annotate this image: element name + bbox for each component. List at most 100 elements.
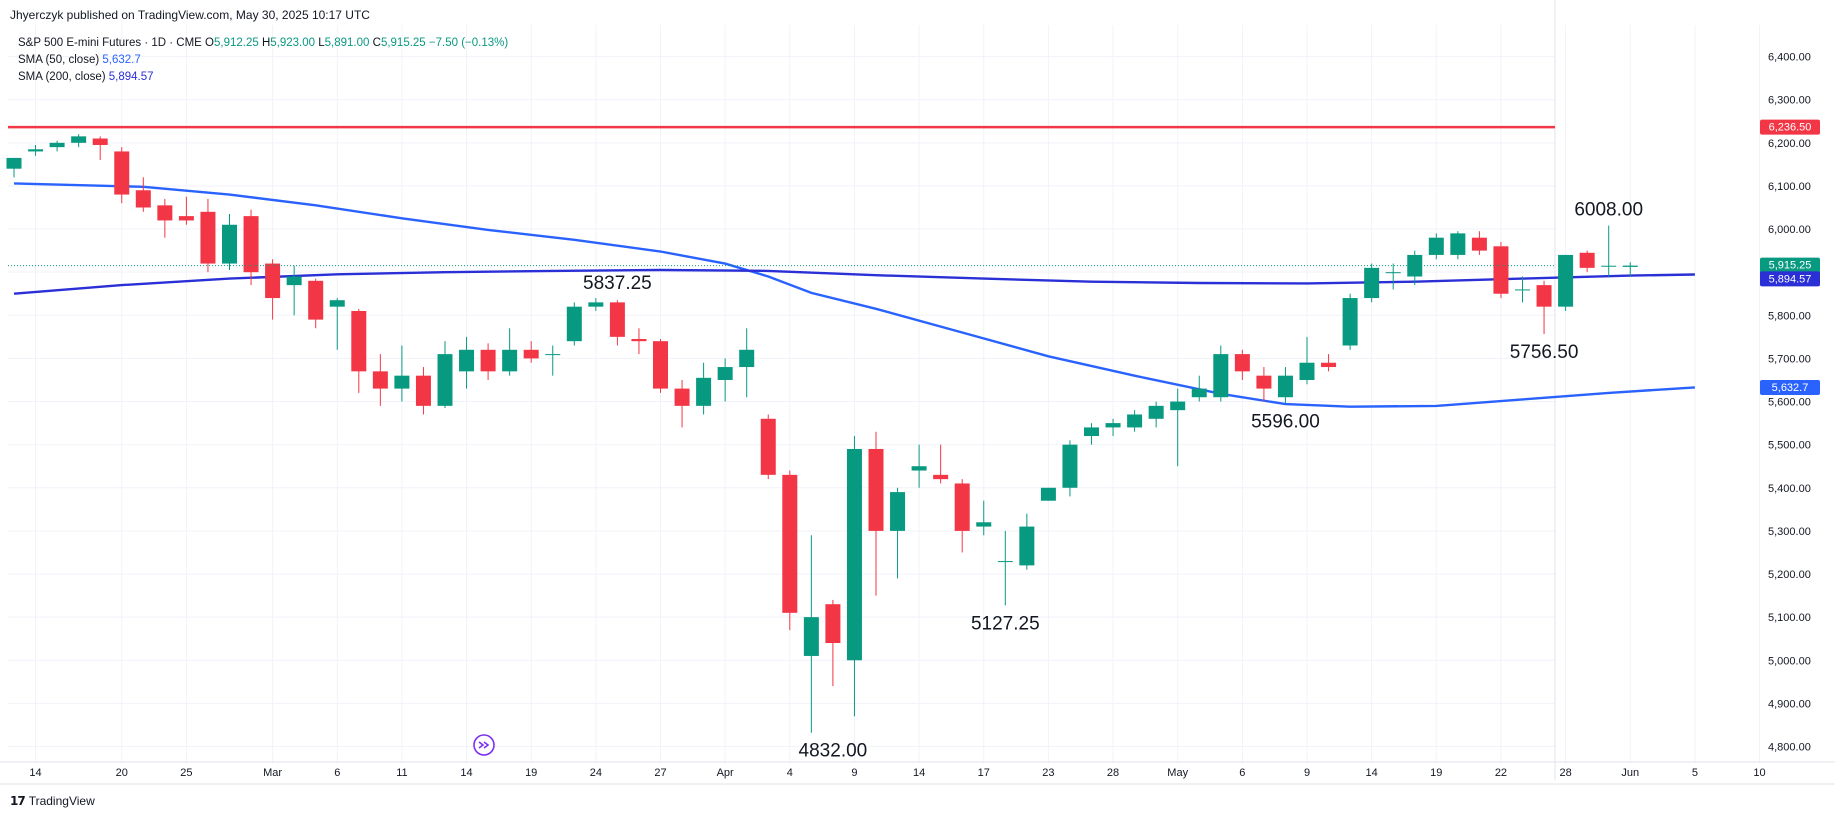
price-tick-label: 5,700.00 bbox=[1768, 353, 1811, 365]
time-tick-label: 17 bbox=[978, 767, 990, 779]
time-tick-label: 14 bbox=[1366, 767, 1378, 779]
sma200-row[interactable]: SMA (200, close) 5,894.57 bbox=[18, 69, 508, 86]
time-tick-label: 24 bbox=[590, 767, 602, 779]
candle bbox=[739, 328, 755, 398]
candle-body bbox=[1105, 423, 1121, 428]
candle-body bbox=[782, 474, 798, 613]
candle bbox=[1191, 375, 1207, 402]
low-label: L bbox=[318, 37, 325, 49]
candle-body bbox=[760, 418, 776, 475]
candle-body bbox=[696, 377, 712, 406]
candle bbox=[329, 298, 345, 350]
replay-icon[interactable] bbox=[473, 734, 495, 756]
time-tick-label: 14 bbox=[29, 767, 41, 779]
annotations-layer: 5837.25 4832.00 5127.25 5596.00 5756.50 6008.… bbox=[583, 200, 1643, 762]
time-axis[interactable]: 14 20 25 Mar 6 11 14 19 24 27 Apr 4 9 14 17 23 28 May 6 9 14… bbox=[29, 767, 1765, 779]
candle bbox=[696, 362, 712, 415]
candle bbox=[114, 147, 130, 204]
candle-body bbox=[1471, 237, 1487, 251]
candle bbox=[588, 298, 604, 311]
price-annotation: 5837.25 bbox=[583, 273, 652, 294]
candle-body bbox=[178, 216, 194, 221]
candle bbox=[997, 530, 1013, 606]
candle bbox=[674, 379, 690, 428]
candle bbox=[502, 328, 518, 376]
candle-body bbox=[545, 354, 561, 356]
candle-body bbox=[631, 339, 647, 342]
candle bbox=[1601, 225, 1617, 277]
candle-body bbox=[437, 354, 453, 406]
candle bbox=[1040, 487, 1056, 501]
candle bbox=[135, 177, 151, 212]
candle-body bbox=[1407, 254, 1423, 277]
candle bbox=[1385, 263, 1401, 290]
candle bbox=[868, 431, 884, 596]
candle-body bbox=[739, 349, 755, 368]
price-tick-label: 6,100.00 bbox=[1768, 181, 1811, 193]
price-tick-label: 5,500.00 bbox=[1768, 440, 1811, 452]
candle-body bbox=[588, 302, 604, 307]
time-tick-label: 5 bbox=[1692, 767, 1698, 779]
candle-body bbox=[566, 306, 582, 342]
candle-body bbox=[933, 474, 949, 480]
candle bbox=[1299, 336, 1315, 385]
candle-body bbox=[1299, 362, 1315, 380]
candle-body bbox=[49, 142, 65, 148]
sma50-row[interactable]: SMA (50, close) 5,632.7 bbox=[18, 52, 508, 69]
price-tick-label: 5,800.00 bbox=[1768, 310, 1811, 322]
candle-body bbox=[1213, 354, 1229, 398]
price-tick-label: 4,900.00 bbox=[1768, 698, 1811, 710]
candle-body bbox=[1019, 526, 1035, 566]
candle bbox=[437, 341, 453, 409]
price-axis[interactable]: 4,800.00 4,900.00 5,000.00 5,100.00 5,200.00… bbox=[1768, 52, 1811, 754]
candle-body bbox=[265, 263, 281, 299]
sma50-line bbox=[13, 182, 1695, 408]
candle-body bbox=[1191, 388, 1207, 398]
candle bbox=[1364, 263, 1380, 303]
sma50-tag: 5,632.7 bbox=[1772, 382, 1809, 394]
candle-body bbox=[1385, 272, 1401, 274]
candle bbox=[1536, 280, 1552, 335]
candle-body bbox=[394, 375, 410, 389]
price-tick-label: 6,300.00 bbox=[1768, 95, 1811, 107]
candle-body bbox=[803, 617, 819, 656]
candle bbox=[92, 136, 108, 161]
candle-body bbox=[846, 448, 862, 661]
candle-body bbox=[157, 205, 173, 221]
candle-body bbox=[222, 224, 237, 264]
candle bbox=[1084, 423, 1099, 445]
price-tick-label: 5,300.00 bbox=[1768, 526, 1811, 538]
time-tick-label: Mar bbox=[263, 767, 282, 779]
time-tick-label: 6 bbox=[1239, 767, 1245, 779]
time-tick-label: 23 bbox=[1042, 767, 1054, 779]
candle-body bbox=[286, 276, 302, 286]
candle-body bbox=[114, 151, 130, 195]
resistance-tag-bg bbox=[1760, 119, 1820, 135]
candle bbox=[609, 300, 625, 346]
candle bbox=[803, 535, 819, 733]
time-tick-label: Apr bbox=[717, 767, 734, 779]
candle-body bbox=[523, 349, 539, 359]
price-annotation: 6008.00 bbox=[1574, 200, 1643, 221]
candle-body bbox=[1558, 254, 1574, 307]
candle bbox=[911, 444, 927, 488]
tradingview-brand[interactable]: 𝟭𝟳 TradingView bbox=[10, 794, 95, 808]
candle-body bbox=[868, 448, 884, 531]
time-tick-label: 28 bbox=[1559, 767, 1571, 779]
candle-body bbox=[459, 349, 475, 372]
candle bbox=[308, 278, 324, 329]
candle bbox=[286, 265, 302, 316]
candle bbox=[523, 341, 539, 363]
candle-body bbox=[1493, 246, 1509, 294]
candle-body bbox=[1148, 405, 1164, 419]
resistance-tag: 6,236.50 bbox=[1769, 122, 1812, 134]
sma200-tag: 5,894.57 bbox=[1769, 273, 1812, 285]
symbol-name[interactable]: S&P 500 E-mini Futures · 1D · CME bbox=[18, 37, 202, 49]
candle-body bbox=[1342, 298, 1358, 346]
candles-layer bbox=[6, 134, 1638, 733]
candle bbox=[265, 259, 281, 320]
candle-body bbox=[200, 211, 216, 264]
candle bbox=[351, 308, 367, 393]
candle-body bbox=[1234, 354, 1250, 372]
